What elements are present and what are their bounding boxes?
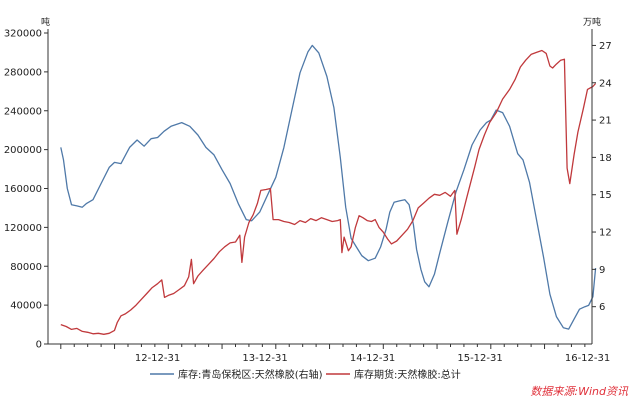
right-tick-label: 21 [599,116,612,127]
left-tick-label: 200000 [4,145,42,156]
right-tick-label: 6 [599,302,605,313]
left-tick-label: 0 [36,340,42,351]
right-tick-label: 18 [599,153,612,164]
left-tick-label: 120000 [4,223,42,234]
right-tick-label: 12 [599,228,612,239]
right-tick-label: 9 [599,265,605,276]
right-tick-label: 24 [599,78,612,89]
right-tick-label: 27 [599,41,612,52]
left-tick-label: 40000 [10,301,42,312]
axes: 吨 万吨 0 40000 80000 120000 160000 200000 240000 28… [4,16,612,364]
x-tick-label: 14-12-31 [350,353,395,364]
legend-label-1: 库存:青岛保税区:天然橡胶(右轴) [178,368,323,381]
right-axis-unit: 万吨 [583,16,601,28]
left-tick-label: 80000 [10,262,42,273]
left-axis-unit: 吨 [41,16,50,28]
x-tick-label: 16-12-31 [565,353,610,364]
left-tick-label: 280000 [4,67,42,78]
x-tick-label: 15-12-31 [457,353,502,364]
plot-area [60,44,597,335]
left-tick-label: 320000 [4,29,42,40]
x-tick-label: 12-12-31 [135,353,180,364]
series-line-2 [60,49,597,335]
left-tick-label: 160000 [4,184,42,195]
left-tick-label: 240000 [4,106,42,117]
legend: 库存:青岛保税区:天然橡胶(右轴) 库存期货:天然橡胶:总计 [150,368,461,381]
series-line-1 [60,44,597,330]
right-tick-label: 15 [599,190,612,201]
source-note: 数据来源:Wind资讯 [530,385,628,398]
x-tick-label: 13-12-31 [242,353,287,364]
legend-label-2: 库存期货:天然橡胶:总计 [354,368,461,381]
